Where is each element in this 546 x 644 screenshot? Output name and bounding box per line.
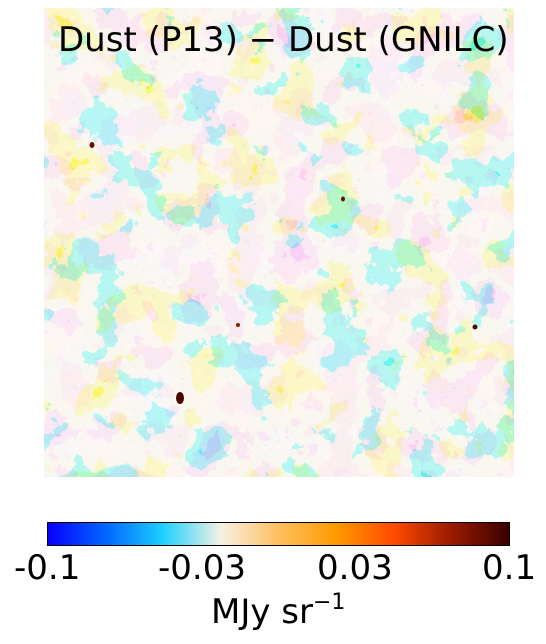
map-image: [44, 8, 514, 477]
point-source: [89, 142, 95, 148]
point-source: [176, 392, 184, 404]
map-title: Dust (P13) − Dust (GNILC): [58, 20, 509, 60]
colorbar-unit-label: MJy sr−1: [211, 590, 346, 633]
colorbar-tick-label: 0.03: [317, 548, 393, 588]
map-fine-texture: [44, 8, 514, 477]
point-source: [341, 196, 345, 202]
colorbar-tick-label: -0.1: [14, 548, 81, 588]
colorbar: [47, 522, 510, 546]
unit-exponent: −1: [312, 590, 346, 615]
dust-difference-map: [44, 8, 514, 477]
point-source: [472, 324, 478, 330]
colorbar-tick-label: 0.1: [482, 548, 537, 588]
colorbar-tick-label: -0.03: [158, 548, 246, 588]
unit-base: MJy sr: [211, 592, 313, 632]
point-source: [236, 323, 240, 327]
